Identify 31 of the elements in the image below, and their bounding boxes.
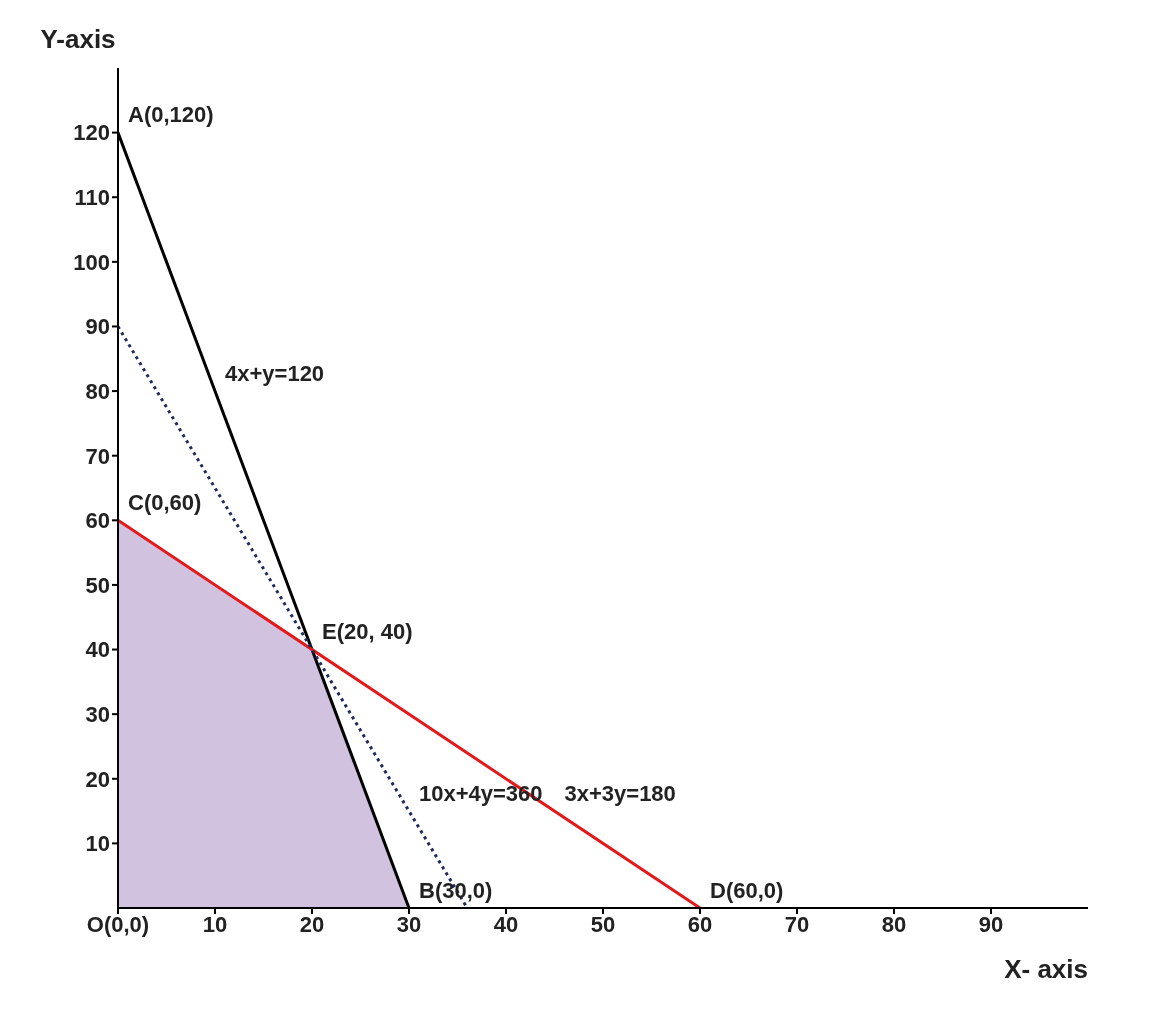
y-tick-label: 70 [85, 443, 110, 469]
x-tick-label: 90 [978, 911, 1004, 937]
annotation: D(60,0) [710, 877, 784, 903]
y-tick-label: 90 [85, 314, 110, 340]
y-tick-label: 80 [85, 378, 110, 404]
y-tick-label: 110 [74, 185, 110, 211]
y-tick-label: 120 [73, 120, 110, 146]
y-tick-label: 40 [85, 637, 110, 663]
x-axis-title: X- axis [1004, 954, 1088, 984]
y-tick-label: 10 [85, 831, 110, 857]
y-tick-label: 20 [85, 766, 110, 792]
x-tick-label: 60 [687, 911, 713, 937]
x-tick-label: O(0,0) [86, 911, 150, 937]
x-tick-label: 10 [202, 911, 228, 937]
x-tick-label: 20 [299, 911, 325, 937]
x-tick-label: 80 [881, 911, 907, 937]
x-tick-label: 50 [590, 911, 616, 937]
annotation: E(20, 40) [322, 619, 413, 645]
annotation: 3x+3y=180 [564, 780, 676, 806]
x-tick-label: 30 [396, 911, 422, 937]
y-tick-label: 60 [85, 508, 110, 534]
y-tick-label: 30 [85, 701, 110, 727]
x-tick-label: 40 [493, 911, 519, 937]
y-axis-title: Y-axis [40, 24, 116, 54]
annotation: C(0,60) [128, 490, 202, 516]
annotation: A(0,120) [128, 102, 214, 128]
y-tick-label: 100 [73, 249, 110, 275]
annotation: B(30,0) [419, 877, 493, 903]
x-tick-label: 70 [784, 911, 810, 937]
y-tick-label: 50 [85, 572, 110, 598]
annotation: 4x+y=120 [225, 360, 325, 386]
